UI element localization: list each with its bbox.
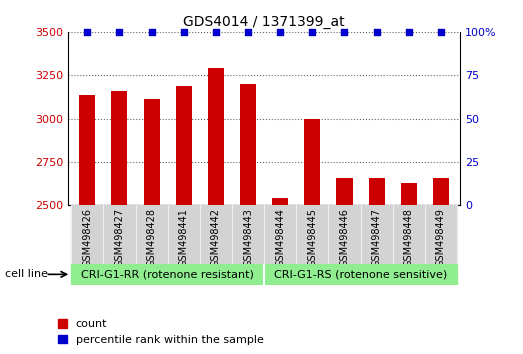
- Text: GSM498442: GSM498442: [211, 208, 221, 267]
- Point: [83, 29, 92, 35]
- Bar: [240, 84, 256, 205]
- Bar: [71, 205, 104, 264]
- Bar: [135, 205, 168, 264]
- Legend: count, percentile rank within the sample: count, percentile rank within the sample: [58, 319, 264, 345]
- Bar: [272, 198, 288, 205]
- Bar: [264, 264, 457, 285]
- Bar: [296, 205, 328, 264]
- Point: [115, 29, 123, 35]
- Bar: [393, 205, 425, 264]
- Point: [147, 29, 156, 35]
- Bar: [401, 183, 417, 205]
- Text: GSM498441: GSM498441: [179, 208, 189, 267]
- Bar: [79, 95, 95, 205]
- Bar: [336, 178, 353, 205]
- Text: CRI-G1-RS (rotenone sensitive): CRI-G1-RS (rotenone sensitive): [274, 269, 447, 279]
- Text: GSM498446: GSM498446: [339, 208, 349, 267]
- Bar: [232, 205, 264, 264]
- Point: [340, 29, 349, 35]
- Bar: [104, 205, 135, 264]
- Text: GSM498427: GSM498427: [115, 208, 124, 267]
- Text: GSM498448: GSM498448: [404, 208, 414, 267]
- Text: GSM498426: GSM498426: [82, 208, 92, 267]
- Text: CRI-G1-RR (rotenone resistant): CRI-G1-RR (rotenone resistant): [81, 269, 254, 279]
- Bar: [328, 205, 360, 264]
- Point: [212, 29, 220, 35]
- Bar: [200, 205, 232, 264]
- Bar: [168, 205, 200, 264]
- Bar: [369, 178, 385, 205]
- Text: GSM498447: GSM498447: [372, 208, 382, 267]
- Bar: [176, 86, 192, 205]
- Point: [405, 29, 413, 35]
- Bar: [143, 99, 160, 205]
- Text: GSM498428: GSM498428: [146, 208, 156, 267]
- Text: GSM498444: GSM498444: [275, 208, 285, 267]
- Point: [437, 29, 445, 35]
- Point: [308, 29, 316, 35]
- Bar: [433, 178, 449, 205]
- Bar: [208, 68, 224, 205]
- Bar: [425, 205, 457, 264]
- Text: GSM498449: GSM498449: [436, 208, 446, 267]
- Text: cell line: cell line: [5, 269, 48, 279]
- Text: GSM498445: GSM498445: [308, 208, 317, 267]
- Point: [276, 29, 285, 35]
- Text: GSM498443: GSM498443: [243, 208, 253, 267]
- Bar: [304, 119, 321, 205]
- Bar: [360, 205, 393, 264]
- Point: [372, 29, 381, 35]
- Title: GDS4014 / 1371399_at: GDS4014 / 1371399_at: [183, 16, 345, 29]
- Bar: [264, 205, 296, 264]
- Point: [244, 29, 252, 35]
- Point: [179, 29, 188, 35]
- Bar: [71, 264, 264, 285]
- Bar: [111, 91, 128, 205]
